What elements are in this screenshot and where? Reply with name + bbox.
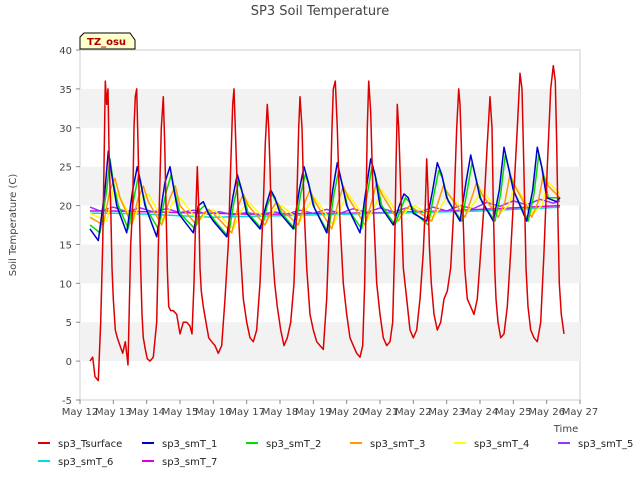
y-tick-label: 35 [59, 85, 72, 96]
tz-badge: TZ_osu [79, 32, 136, 50]
x-tick-label: May 21 [362, 407, 399, 418]
x-tick-label: May 12 [62, 407, 99, 418]
x-tick-label: May 19 [295, 407, 332, 418]
x-tick-label: May 13 [95, 407, 132, 418]
x-tick-label: May 26 [528, 407, 565, 418]
y-axis-ticks: -5 0 5 10 15 20 25 30 35 40 [59, 46, 80, 407]
x-tick-label: May 14 [128, 407, 165, 418]
y-tick-label: 20 [59, 202, 72, 213]
y-tick-label: 5 [66, 318, 72, 329]
x-tick-label: May 23 [428, 407, 465, 418]
legend-label-sp3_Tsurface: sp3_Tsurface [58, 439, 122, 450]
tz-badge-label: TZ_osu [87, 37, 126, 48]
series-line-sp3_Tsurface [89, 64, 565, 382]
legend-label-sp3_smT_6: sp3_smT_6 [58, 457, 113, 468]
y-tick-label: 10 [59, 279, 72, 290]
x-tick-label: May 18 [262, 407, 299, 418]
y-tick-label: -5 [62, 396, 72, 407]
x-axis-label: Time [553, 424, 578, 435]
chart-title: SP3 Soil Temperature [251, 4, 389, 19]
x-tick-label: May 22 [395, 407, 432, 418]
x-tick-label: May 20 [328, 407, 365, 418]
x-tick-label: May 15 [162, 407, 199, 418]
x-tick-label: May 25 [495, 407, 532, 418]
legend-label-sp3_smT_1: sp3_smT_1 [162, 439, 217, 450]
legend-label-sp3_smT_2: sp3_smT_2 [266, 439, 321, 450]
y-tick-label: 25 [59, 163, 72, 174]
legend-label-sp3_smT_5: sp3_smT_5 [578, 439, 633, 450]
x-tick-label: May 16 [195, 407, 232, 418]
y-tick-label: 40 [59, 46, 72, 57]
y-axis-label: Soil Temperature (C) [8, 174, 19, 277]
y-tick-label: 30 [59, 124, 72, 135]
tz-badge-shape [79, 32, 136, 50]
x-tick-label: May 24 [462, 407, 499, 418]
x-tick-label: May 17 [228, 407, 265, 418]
legend: sp3_Tsurface sp3_smT_1 sp3_smT_2 sp3_smT_3 s… [38, 439, 633, 468]
grid-band [80, 88, 580, 128]
legend-label-sp3_smT_7: sp3_smT_7 [162, 457, 217, 468]
y-tick-label: 0 [66, 357, 72, 368]
legend-label-sp3_smT_4: sp3_smT_4 [474, 439, 529, 450]
y-tick-label: 15 [59, 240, 72, 251]
legend-label-sp3_smT_3: sp3_smT_3 [370, 439, 425, 450]
x-tick-label: May 27 [562, 407, 599, 418]
series-lines [89, 64, 565, 382]
grid-band [80, 244, 580, 284]
grid-band [80, 322, 580, 362]
